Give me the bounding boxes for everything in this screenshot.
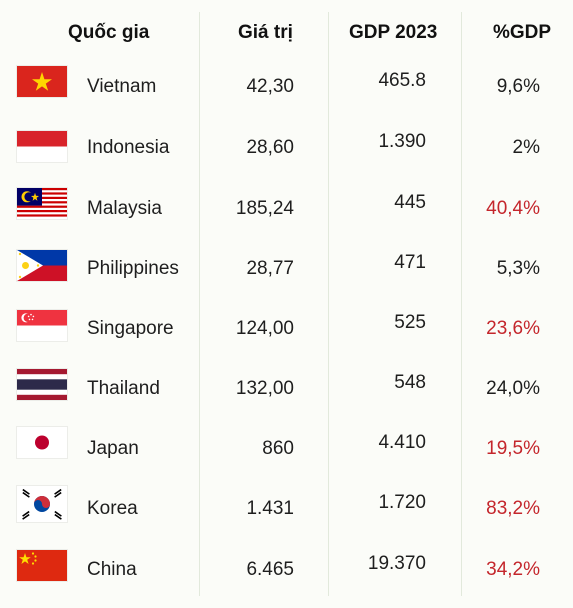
- country-name: Japan: [87, 438, 139, 459]
- table-row: Singapore 124,00 525 23,6%: [0, 300, 573, 360]
- philippines-flag-icon: [17, 250, 67, 281]
- gdp-cell: 4.410: [378, 432, 426, 453]
- korea-flag-icon: [17, 486, 67, 522]
- country-name: Philippines: [87, 258, 179, 279]
- pct-gdp-cell: 5,3%: [496, 258, 540, 279]
- pct-gdp-cell: 23,6%: [486, 318, 540, 339]
- gdp-cell: 1.390: [378, 131, 426, 152]
- value-cell: 42,30: [246, 76, 294, 97]
- thailand-flag-icon: [17, 369, 67, 400]
- value-cell: 124,00: [235, 318, 294, 339]
- china-flag-icon: [17, 550, 67, 581]
- pct-gdp-cell: 83,2%: [486, 498, 540, 519]
- table-row: Korea 1.431 1.720 83,2%: [0, 480, 573, 540]
- malaysia-flag-icon: [17, 188, 67, 219]
- table-row: Vietnam 42,30 465.8 9,6%: [0, 58, 573, 118]
- pct-gdp-cell: 2%: [512, 137, 540, 158]
- header-country: Quốc gia: [68, 22, 150, 43]
- header-gdp: GDP 2023: [349, 22, 438, 43]
- country-name: Malaysia: [87, 198, 162, 219]
- column-divider: [328, 12, 329, 596]
- header-value: Giá trị: [238, 22, 293, 43]
- table-row: Thailand 132,00 548 24,0%: [0, 360, 573, 420]
- pct-gdp-cell: 40,4%: [486, 198, 540, 219]
- header-pct: %GDP: [493, 22, 552, 43]
- gdp-cell: 19.370: [367, 553, 426, 574]
- table-header: Quốc gia Giá trị GDP 2023 %GDP: [0, 14, 573, 50]
- gdp-cell: 1.720: [378, 492, 426, 513]
- gdp-cell: 445: [394, 192, 426, 213]
- country-name: Korea: [87, 498, 138, 519]
- gdp-cell: 525: [394, 312, 426, 333]
- table-row: Japan 860 4.410 19,5%: [0, 420, 573, 480]
- table-row: Philippines 28,77 471 5,3%: [0, 240, 573, 300]
- indonesia-flag-icon: [17, 131, 67, 162]
- table-row: Malaysia 185,24 445 40,4%: [0, 180, 573, 240]
- country-name: Singapore: [87, 318, 174, 339]
- country-name: Vietnam: [87, 76, 157, 97]
- value-cell: 185,24: [235, 198, 294, 219]
- gdp-cell: 548: [394, 372, 426, 393]
- country-name: Indonesia: [87, 137, 170, 158]
- value-cell: 28,77: [246, 258, 294, 279]
- pct-gdp-cell: 9,6%: [496, 76, 540, 97]
- singapore-flag-icon: [17, 310, 67, 341]
- vietnam-flag-icon: [17, 66, 67, 97]
- table-row: Indonesia 28,60 1.390 2%: [0, 119, 573, 179]
- column-divider: [461, 12, 462, 596]
- pct-gdp-cell: 19,5%: [486, 438, 540, 459]
- table-row: China 6.465 19.370 34,2%: [0, 541, 573, 601]
- column-divider: [199, 12, 200, 596]
- value-cell: 860: [262, 438, 294, 459]
- gdp-cell: 465.8: [378, 70, 426, 91]
- value-cell: 1.431: [246, 498, 294, 519]
- country-name: China: [87, 559, 137, 580]
- pct-gdp-cell: 24,0%: [486, 378, 540, 399]
- value-cell: 132,00: [235, 378, 294, 399]
- country-name: Thailand: [87, 378, 160, 399]
- value-cell: 28,60: [246, 137, 294, 158]
- gdp-cell: 471: [394, 252, 426, 273]
- pct-gdp-cell: 34,2%: [486, 559, 540, 580]
- value-cell: 6.465: [246, 559, 294, 580]
- japan-flag-icon: [17, 427, 67, 458]
